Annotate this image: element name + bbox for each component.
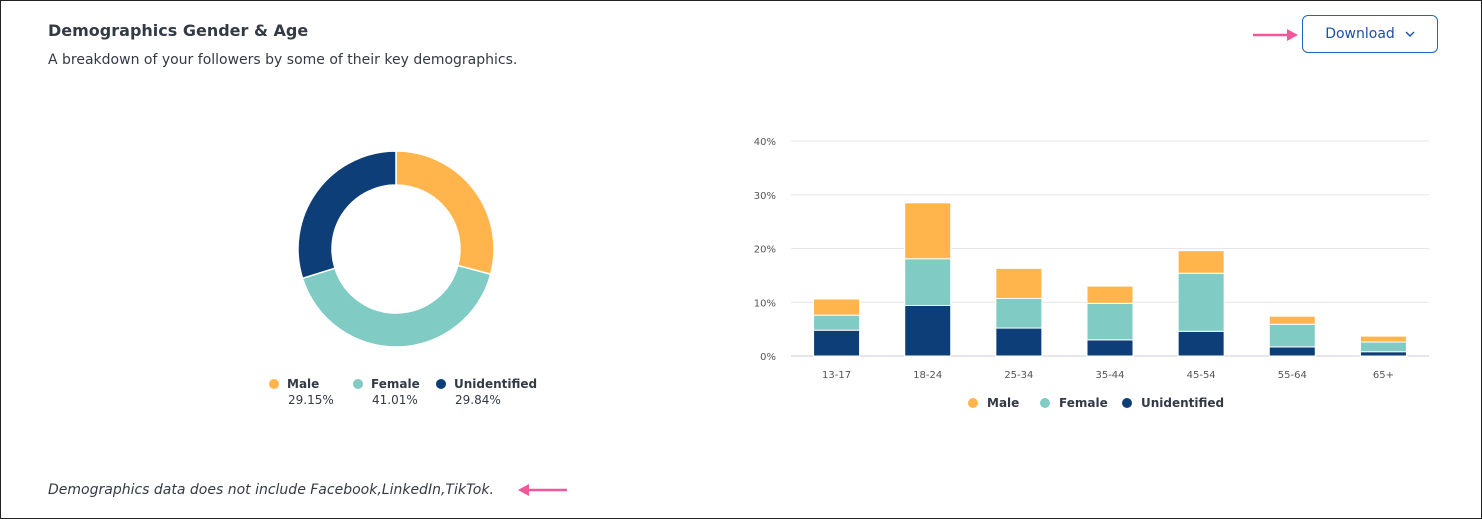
donut-slice-female [301,264,492,348]
bar-female-45-54 [1177,272,1225,332]
legend-male: Male 29.15% [269,377,353,407]
legend-label-male: Male [987,396,1019,410]
bar-male-45-54 [1177,250,1225,274]
download-button[interactable]: Download [1302,15,1438,53]
x-tick-label: 13-17 [822,370,851,381]
bar-female-25-34 [995,297,1043,329]
bar-unidentified-35-44 [1086,339,1134,357]
x-tick-label: 45-54 [1187,370,1216,381]
male-legend-dot-icon [968,398,978,408]
legend-label: Female [371,377,420,391]
bar-unidentified-13-17 [813,329,861,357]
legend-unidentified: Unidentified 29.84% [436,377,537,407]
bar-unidentified-25-34 [995,327,1043,357]
bar-unidentified-18-24 [904,304,952,357]
bar-male-35-44 [1086,285,1134,304]
bar-female-65+ [1359,341,1407,353]
x-tick-label: 55-64 [1278,370,1307,381]
legend-label: Unidentified [454,377,538,391]
bar-female-55-64 [1268,323,1316,348]
legend-label: Male [287,377,320,391]
bar-unidentified-65+ [1359,351,1407,357]
y-tick-label: 40% [754,137,776,148]
bar-male-25-34 [995,267,1043,299]
footnote: Demographics data does not include Faceb… [48,482,494,498]
x-tick-label: 18-24 [913,370,942,381]
y-tick-label: 10% [754,298,776,309]
bar-female-35-44 [1086,302,1134,341]
donut-chart [297,150,495,348]
legend-label-unidentified: Unidentified [1141,396,1224,410]
unidentified-legend-dot-icon [1122,398,1132,408]
donut-legend: Male 29.15% Female 41.01% Unidentified 29.8… [269,377,537,407]
chevron-down-icon [1405,31,1415,37]
annotation-arrow-icon [518,484,567,496]
bar-male-18-24 [904,202,952,260]
bar-male-65+ [1359,335,1407,343]
y-tick-label: 0% [760,352,776,363]
legend-value: 29.15% [288,393,334,407]
unidentified-dot-icon [436,379,446,389]
stacked-bar-chart: 0% 10% 20% 30% 40% 13-17 18-24 25-34 35-44 45-54 5… [754,137,1429,410]
download-label: Download [1325,26,1395,42]
x-tick-label: 35-44 [1095,370,1124,381]
y-tick-label: 20% [754,245,776,256]
bar-female-18-24 [904,258,952,306]
x-tick-label: 25-34 [1004,370,1033,381]
x-tick-label: 65+ [1373,370,1394,381]
bar-female-13-17 [813,314,861,331]
y-tick-label: 30% [754,191,776,202]
legend-value: 29.84% [455,393,501,407]
bar-unidentified-45-54 [1177,330,1225,357]
bar-unidentified-55-64 [1268,346,1316,357]
bar-male-55-64 [1268,315,1316,325]
bar-male-13-17 [813,298,861,316]
donut-slice-male [395,150,495,276]
male-dot-icon [269,379,279,389]
female-legend-dot-icon [1040,398,1050,408]
card-title: Demographics Gender & Age [48,21,309,40]
legend-value: 41.01% [372,393,418,407]
legend-label-female: Female [1059,396,1108,410]
card-subtitle: A breakdown of your followers by some of… [48,52,518,68]
female-dot-icon [353,379,363,389]
donut-slice-unidentified [297,150,397,280]
annotation-arrow-icon [1253,29,1298,41]
legend-female: Female 41.01% [353,377,436,407]
